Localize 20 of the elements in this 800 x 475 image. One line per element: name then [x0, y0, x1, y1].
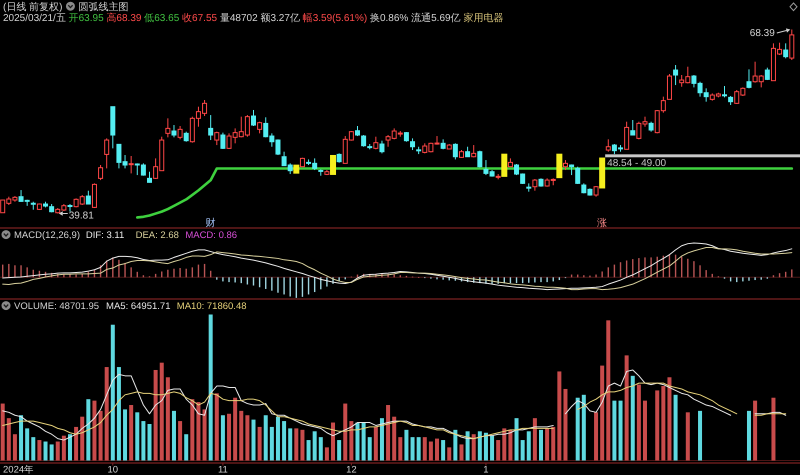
- annotation: 39.81: [68, 210, 94, 222]
- chart-title: VOLUME: 48701.95: [14, 301, 100, 312]
- chart-title: MACD(12,26,9): [14, 230, 80, 241]
- series-label: DIF: 3.11: [86, 230, 124, 241]
- x-tick-label: 12: [346, 464, 357, 475]
- text: MA10: 71860.48: [176, 301, 247, 312]
- x-tick-label: 1: [483, 464, 489, 475]
- x-tick-label: 10: [108, 464, 118, 475]
- chart-title: (日线 前复权): [3, 0, 62, 13]
- text: 涨: [597, 216, 608, 229]
- text: 2025/03/21/五 开63.95 高68.39 低63.65 收67.55 量48702 额3.27亿 幅3.59(5.61%) 换0.86% 流通5.69亿 家用电器: [3, 13, 504, 24]
- text: MACD: 0.86: [185, 230, 238, 241]
- text: MA5: 64951.71: [106, 301, 170, 312]
- band-label: 48.54 - 49.00: [607, 158, 667, 169]
- series-label: DEA: 2.68: [136, 230, 179, 241]
- text: 2024年: [3, 464, 34, 475]
- text: 圆弧线主图: [78, 0, 128, 13]
- x-tick-label: 11: [218, 464, 228, 475]
- text: 财: [206, 216, 216, 229]
- annotation: 68.39: [750, 28, 776, 39]
